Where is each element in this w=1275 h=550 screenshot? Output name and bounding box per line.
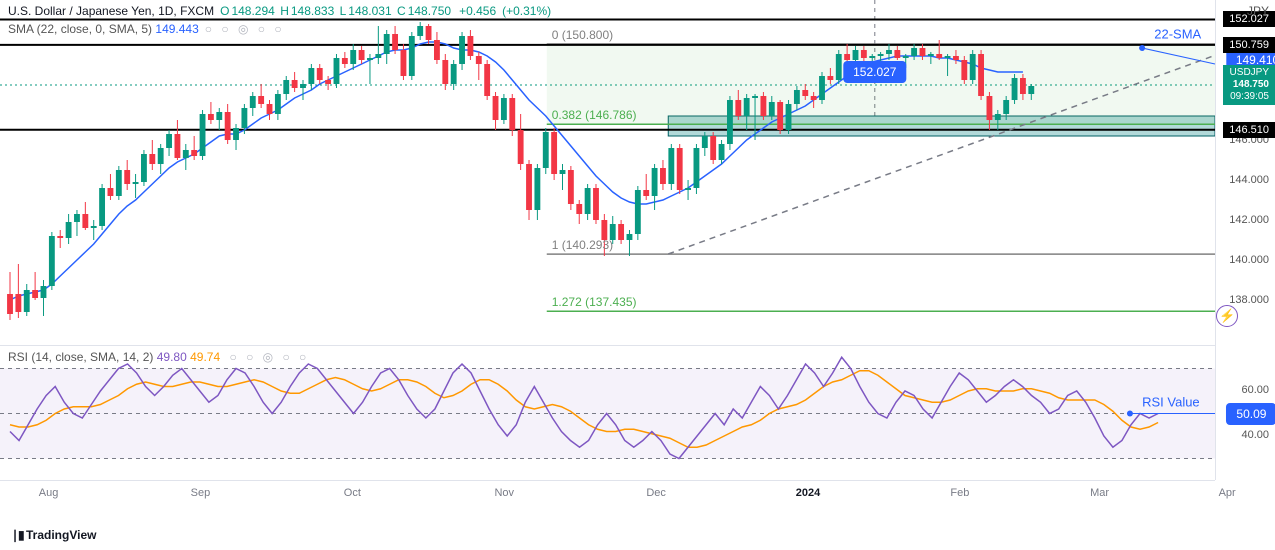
lightning-icon: ⚡ [1216, 305, 1238, 327]
legend-controls-icon[interactable]: ○ ○ ◎ ○ ○ [229, 350, 309, 364]
rsi-anno-text: RSI Value [1142, 395, 1200, 410]
price-tick: 144.000 [1229, 174, 1269, 186]
legend-controls-icon[interactable]: ○ ○ ◎ ○ ○ [205, 22, 285, 36]
currency-tag: JPY [1247, 4, 1269, 18]
time-label: Feb [950, 487, 969, 499]
time-label: 2024 [796, 487, 820, 499]
last-price-tag: USDJPY148.75009:39:05 [1223, 65, 1275, 105]
chart-header: U.S. Dollar / Japanese Yen, 1D, FXCM O14… [8, 4, 551, 18]
time-label: Sep [191, 487, 211, 499]
price-tick: 140.000 [1229, 254, 1269, 266]
rsi-pane[interactable]: RSI (14, close, SMA, 14, 2) 49.80 49.74 … [0, 345, 1215, 480]
sma-legend[interactable]: SMA (22, close, 0, SMA, 5) 149.443○ ○ ◎ … [8, 22, 285, 36]
change-value: +0.456 [459, 4, 496, 18]
fib-label: 1.272 (137.435) [552, 295, 637, 309]
price-pane[interactable]: 0 (150.800) 0.382 (146.786) 1 (140.293) 1.2… [0, 0, 1215, 340]
tradingview-logo[interactable]: TradingView [10, 528, 96, 542]
rsi-anno-badge: 50.09 [1226, 403, 1275, 425]
sma-anno-text: 22-SMA [1154, 27, 1201, 42]
pair-code: USDJPY [1229, 67, 1269, 79]
price-tick: 138.000 [1229, 294, 1269, 306]
price-level-tag: 150.759 [1223, 37, 1275, 53]
time-label: Nov [494, 487, 514, 499]
change-pct: (+0.31%) [502, 4, 551, 18]
time-label: Dec [646, 487, 666, 499]
anno-badge-152: 152.027 [843, 61, 906, 83]
fib-label: 0 (150.800) [552, 28, 613, 42]
price-tick: 142.000 [1229, 214, 1269, 226]
rsi-legend[interactable]: RSI (14, close, SMA, 14, 2) 49.80 49.74 … [8, 350, 309, 364]
time-label: Oct [344, 487, 361, 499]
rsi-tick: 40.00 [1241, 429, 1269, 441]
ohlc-values: O148.294 H148.833 L148.031 C148.750 [220, 4, 453, 18]
time-label: Mar [1090, 487, 1109, 499]
fib-label: 1 (140.293) [552, 238, 613, 252]
instrument-title[interactable]: U.S. Dollar / Japanese Yen, 1D, FXCM [8, 4, 214, 18]
fib-label: 0.382 (146.786) [552, 108, 637, 122]
time-label: Aug [39, 487, 59, 499]
time-axis[interactable]: AugSepOctNovDec2024FebMarAprMa [0, 480, 1215, 510]
time-label: Apr [1219, 487, 1236, 499]
rsi-tick: 60.00 [1241, 384, 1269, 396]
price-level-tag: 146.510 [1223, 122, 1275, 138]
